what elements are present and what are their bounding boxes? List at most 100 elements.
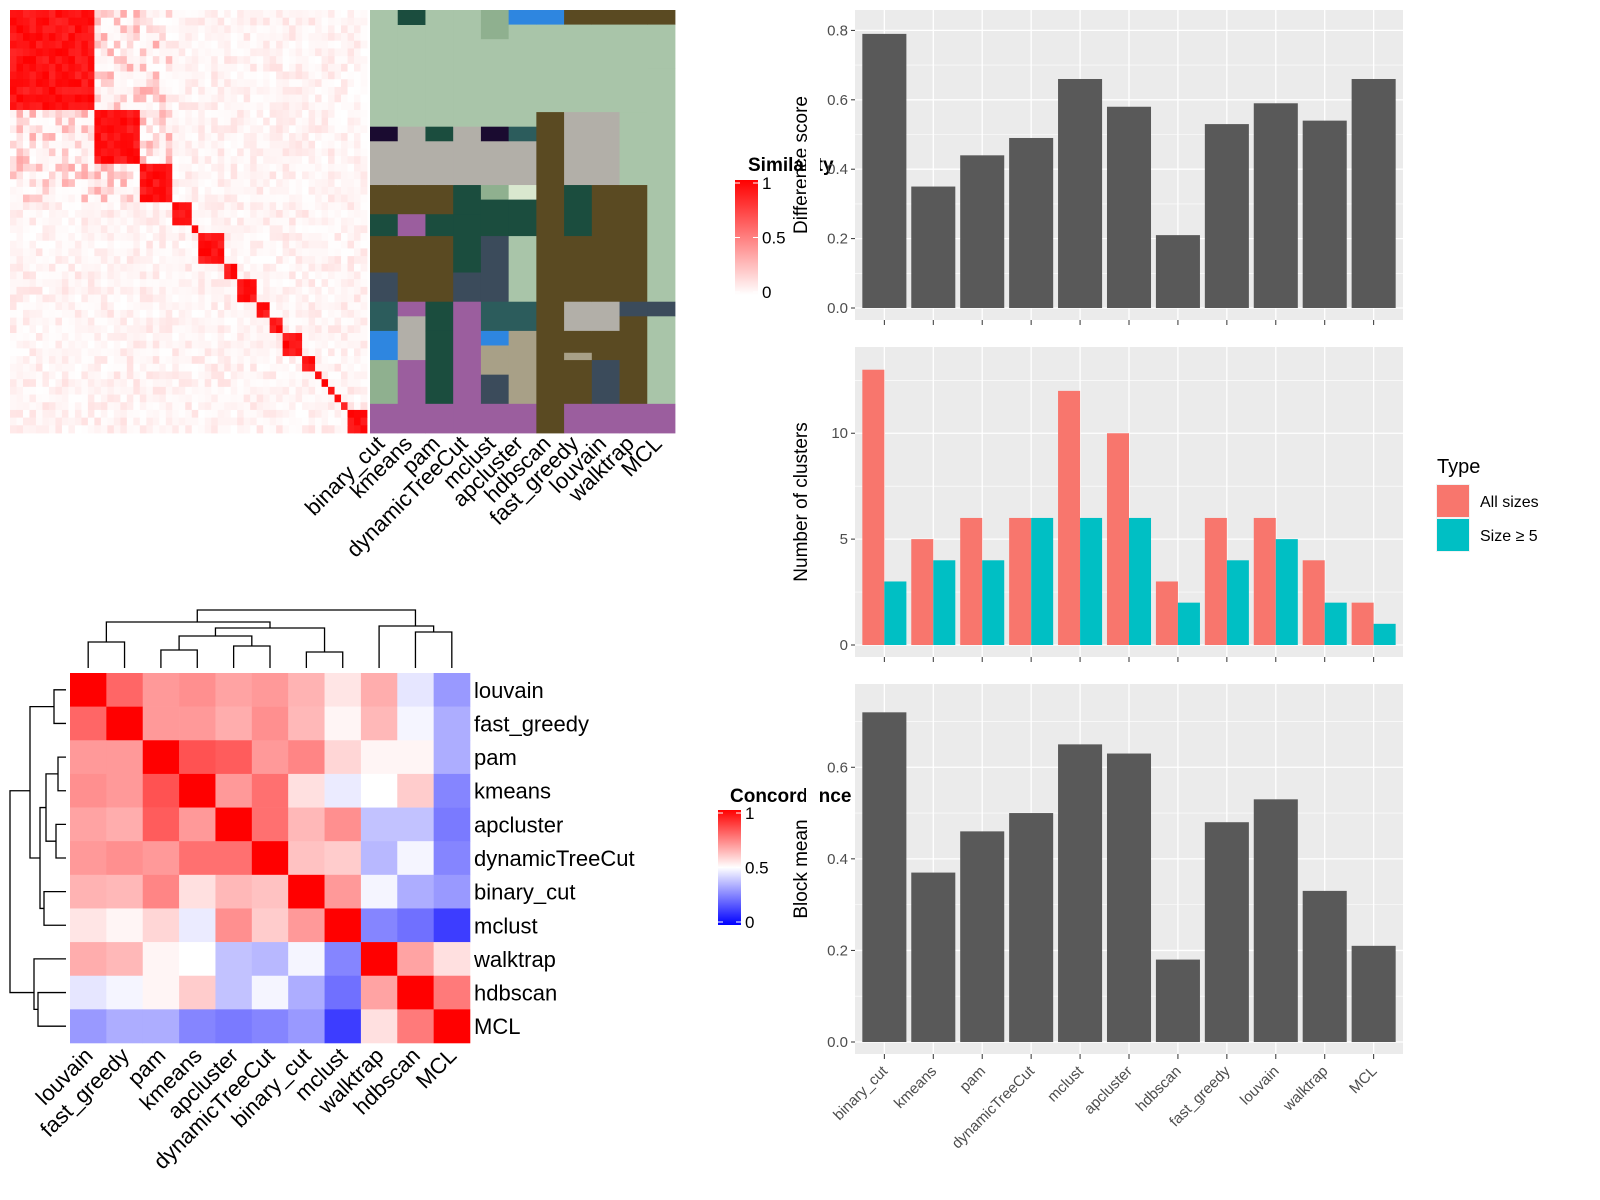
similarity-cell [243, 233, 251, 242]
similarity-cell [48, 133, 56, 142]
similarity-cell [16, 48, 24, 57]
similarity-cell [185, 71, 193, 80]
similarity-cell [133, 286, 141, 295]
similarity-cell [217, 371, 225, 380]
similarity-cell [146, 348, 154, 357]
x-tick-label: walktrap [1279, 1063, 1331, 1115]
similarity-cell [42, 286, 50, 295]
similarity-cell [94, 294, 102, 303]
similarity-cell [198, 217, 206, 226]
bar [1253, 799, 1298, 1042]
similarity-cell [146, 256, 154, 265]
similarity-cell [282, 186, 290, 195]
similarity-cell [165, 240, 173, 249]
similarity-cell [42, 25, 50, 34]
similarity-cell [35, 217, 43, 226]
similarity-cell [81, 63, 89, 72]
similarity-cell [328, 371, 335, 380]
similarity-cell [302, 86, 309, 95]
similarity-cell [48, 348, 56, 357]
similarity-cell [172, 302, 180, 311]
bar-size-ge-5 [933, 560, 956, 645]
similarity-cell [224, 263, 232, 272]
similarity-cell [198, 79, 206, 88]
similarity-cell [224, 386, 232, 395]
similarity-cell [328, 17, 335, 26]
similarity-cell [360, 156, 368, 165]
similarity-cell [146, 17, 154, 26]
concordance-cell [324, 874, 362, 909]
similarity-cell [360, 17, 368, 26]
similarity-cell [191, 217, 199, 226]
similarity-cell [35, 240, 43, 249]
similarity-cell [302, 386, 309, 395]
similarity-cell [211, 179, 219, 188]
similarity-cell [289, 17, 296, 26]
similarity-cell [224, 186, 232, 195]
similarity-cell [22, 217, 30, 226]
similarity-cell [29, 248, 37, 257]
similarity-cell [204, 248, 212, 257]
similarity-cell [237, 240, 245, 249]
similarity-cell [217, 179, 225, 188]
similarity-cell [315, 148, 322, 157]
similarity-cell [250, 10, 258, 19]
similarity-cell [100, 209, 108, 219]
similarity-cell [302, 233, 309, 242]
assignment-cell [564, 236, 593, 303]
similarity-cell [29, 256, 37, 265]
similarity-cell [360, 286, 368, 295]
similarity-cell [328, 163, 335, 172]
y-tick-label: 10 [831, 425, 848, 442]
similarity-cell [263, 233, 271, 242]
similarity-cell [113, 402, 121, 411]
similarity-cell [263, 294, 271, 303]
similarity-cell [35, 225, 43, 234]
similarity-cell [94, 79, 102, 88]
similarity-cell [178, 48, 186, 57]
similarity-cell [341, 186, 348, 195]
similarity-cell [315, 279, 322, 288]
similarity-cell [107, 271, 115, 280]
similarity-cell [341, 86, 348, 95]
similarity-cell [308, 94, 316, 103]
similarity-cell [360, 279, 368, 288]
similarity-cell [68, 71, 76, 80]
similarity-cell [42, 140, 50, 149]
similarity-cell [308, 409, 316, 419]
concordance-cell [70, 706, 107, 741]
similarity-cell [321, 271, 329, 280]
similarity-cell [29, 86, 37, 95]
similarity-cell [185, 25, 193, 34]
similarity-cell [185, 309, 193, 319]
similarity-cell [16, 363, 24, 372]
similarity-cell [302, 340, 309, 349]
similarity-cell [308, 179, 316, 188]
similarity-cell [204, 425, 212, 434]
similarity-cell [165, 109, 173, 119]
similarity-cell [185, 109, 193, 119]
similarity-cell [16, 163, 24, 172]
similarity-cell [100, 17, 108, 26]
similarity-cell [282, 148, 290, 157]
similarity-cell [35, 294, 43, 303]
similarity-cell [94, 163, 102, 172]
similarity-cell [16, 417, 24, 426]
similarity-cell [282, 179, 290, 188]
similarity-cell [308, 86, 316, 95]
similarity-legend-tick-label: 1 [762, 174, 771, 193]
similarity-cell [302, 217, 309, 226]
similarity-cell [133, 40, 141, 49]
assignment-cell [564, 403, 593, 434]
similarity-cell [139, 94, 147, 103]
similarity-cell [224, 394, 232, 403]
similarity-cell [100, 263, 108, 272]
similarity-cell [133, 171, 141, 180]
dendrogram-branch [178, 635, 253, 650]
similarity-cell [81, 286, 89, 295]
similarity-cell [68, 163, 76, 172]
similarity-cell [347, 125, 355, 134]
similarity-cell [139, 40, 147, 49]
similarity-cell [48, 402, 56, 411]
similarity-cell [159, 279, 167, 288]
